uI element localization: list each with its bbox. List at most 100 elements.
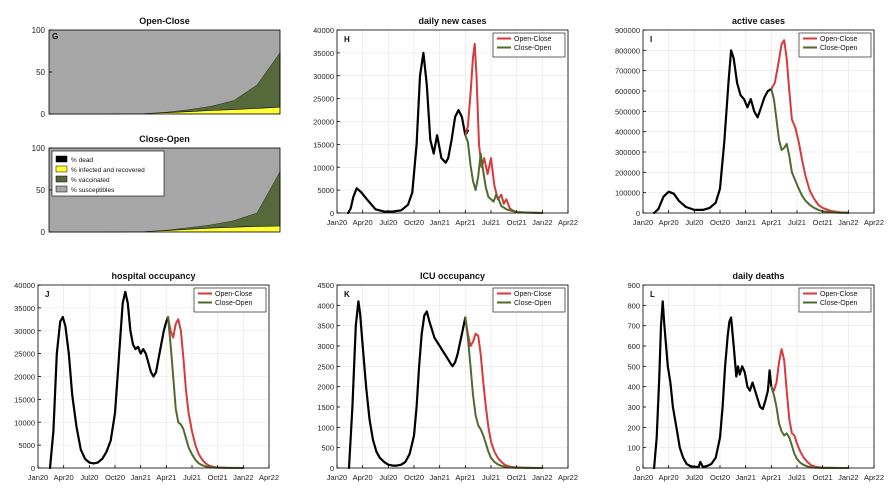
x-tick-label: Apr20 [54, 473, 74, 482]
y-tick-label: 3500 [317, 322, 334, 331]
legend: Open-Close Close-Open [798, 32, 872, 58]
y-tick-label: 30000 [313, 72, 334, 81]
y-tick-label: 800 [627, 301, 640, 310]
y-tick-label: 0 [636, 464, 640, 473]
x-tick-label: Jul21 [788, 473, 806, 482]
y-tick-label: 0 [41, 110, 46, 119]
panel-label: K [344, 290, 350, 299]
x-tick-label: Jul21 [482, 218, 500, 227]
y-tick-label: 0 [636, 209, 640, 218]
y-tick-label: 200000 [615, 168, 640, 177]
y-tick-label: 100000 [615, 189, 640, 198]
y-tick-label: 5000 [18, 441, 35, 450]
y-tick-label: 900000 [615, 26, 640, 35]
legend-label: % dead [71, 157, 93, 164]
legend-box [51, 150, 165, 197]
y-tick-label: 800000 [615, 46, 640, 55]
y-tick-label: 500 [627, 362, 640, 371]
series-line-historical [653, 49, 773, 215]
x-tick-label: Jan20 [327, 473, 347, 482]
y-tick-label: 600 [627, 342, 640, 351]
y-tick-label: 30000 [14, 327, 35, 336]
y-tick-label: 700 [627, 322, 640, 331]
area-susceptible [49, 30, 280, 114]
area-infected [49, 226, 280, 232]
series-line-historical [347, 300, 467, 470]
y-tick-label: 3000 [317, 342, 334, 351]
y-tick-label: 4000 [317, 301, 334, 310]
y-tick-label: 20000 [14, 373, 35, 382]
legend: Open-Close Close-Open [193, 287, 267, 313]
series-line-close_open [770, 88, 850, 214]
legend-label: % susceptibles [71, 187, 115, 194]
legend-label: Close-Open [820, 300, 857, 307]
x-tick-label: Jul20 [685, 218, 703, 227]
x-tick-label: Jul20 [685, 473, 703, 482]
y-tick-label: 40000 [14, 281, 35, 290]
x-tick-label: Jan22 [532, 218, 552, 227]
x-tick-label: Jan21 [735, 218, 755, 227]
panel-label: G [52, 32, 58, 41]
x-tick-label: Apr20 [353, 473, 373, 482]
y-tick-label: 15000 [313, 140, 334, 149]
x-tick-label: Apr22 [558, 218, 578, 227]
x-tick-label: Jan22 [532, 473, 552, 482]
chart-G2: 0 50 100 Close-Open % dead % infected and rec… [32, 134, 281, 237]
chart-K: 0 500 1000 1500 2000 2500 3000 3500 4000 4500 Jan2… [317, 271, 578, 482]
series-line-close_open [464, 134, 544, 214]
x-tick-label: Oct20 [404, 473, 424, 482]
legend-label: Close-Open [514, 45, 551, 52]
legend-label: % infected and recovered [71, 167, 145, 174]
y-tick-label: 4500 [317, 281, 334, 290]
legend-box [492, 32, 566, 58]
plot-frame [336, 284, 569, 469]
x-tick-label: Apr21 [455, 218, 475, 227]
x-tick-label: Oct20 [105, 473, 125, 482]
legend-label: Open-Close [820, 291, 857, 298]
y-tick-label: 400000 [615, 128, 640, 137]
x-tick-label: Jan21 [429, 218, 449, 227]
x-tick-label: Oct21 [813, 218, 833, 227]
legend-label: Open-Close [820, 36, 857, 43]
x-tick-label: Apr21 [455, 473, 475, 482]
panel-label: J [45, 290, 49, 299]
legend-label: Open-Close [514, 291, 551, 298]
x-tick-label: Apr21 [156, 473, 176, 482]
x-tick-label: Oct20 [710, 473, 730, 482]
legend-box [798, 32, 872, 58]
y-tick-label: 1500 [317, 403, 334, 412]
x-tick-label: Oct20 [404, 218, 424, 227]
x-tick-label: Apr20 [659, 218, 679, 227]
x-tick-label: Apr20 [659, 473, 679, 482]
legend-label: Close-Open [514, 300, 551, 307]
x-tick-label: Oct21 [813, 473, 833, 482]
legend-box [798, 287, 872, 313]
plot-background [643, 285, 874, 468]
legend: % dead % infected and recovered % vaccinat… [51, 150, 165, 197]
y-tick-label: 5000 [317, 186, 334, 195]
x-tick-label: Jul20 [379, 473, 397, 482]
x-tick-label: Jan21 [429, 473, 449, 482]
x-tick-label: Oct21 [507, 473, 527, 482]
y-tick-label: 35000 [14, 304, 35, 313]
y-tick-label: 100 [627, 444, 640, 453]
y-tick-label: 0 [330, 464, 334, 473]
chart-title: hospital occupancy [111, 271, 195, 281]
y-tick-label: 0 [41, 228, 46, 237]
chart-H: 0 5000 10000 15000 20000 25000 30000 35000 40000… [313, 16, 578, 227]
panel-label: H [344, 35, 350, 44]
x-tick-label: Apr21 [761, 473, 781, 482]
x-tick-label: Jul21 [482, 473, 500, 482]
series-line-historical [48, 290, 170, 470]
x-tick-label: Jan21 [735, 473, 755, 482]
legend: Open-Close Close-Open [492, 287, 566, 313]
chart-title: daily deaths [732, 271, 784, 281]
legend-label: % vaccinated [71, 177, 110, 184]
x-tick-label: Jan22 [233, 473, 253, 482]
series-line-historical [347, 51, 469, 215]
y-tick-label: 35000 [313, 49, 334, 58]
y-tick-label: 700000 [615, 67, 640, 76]
legend: Open-Close Close-Open [492, 32, 566, 58]
legend: Open-Close Close-Open [798, 287, 872, 313]
